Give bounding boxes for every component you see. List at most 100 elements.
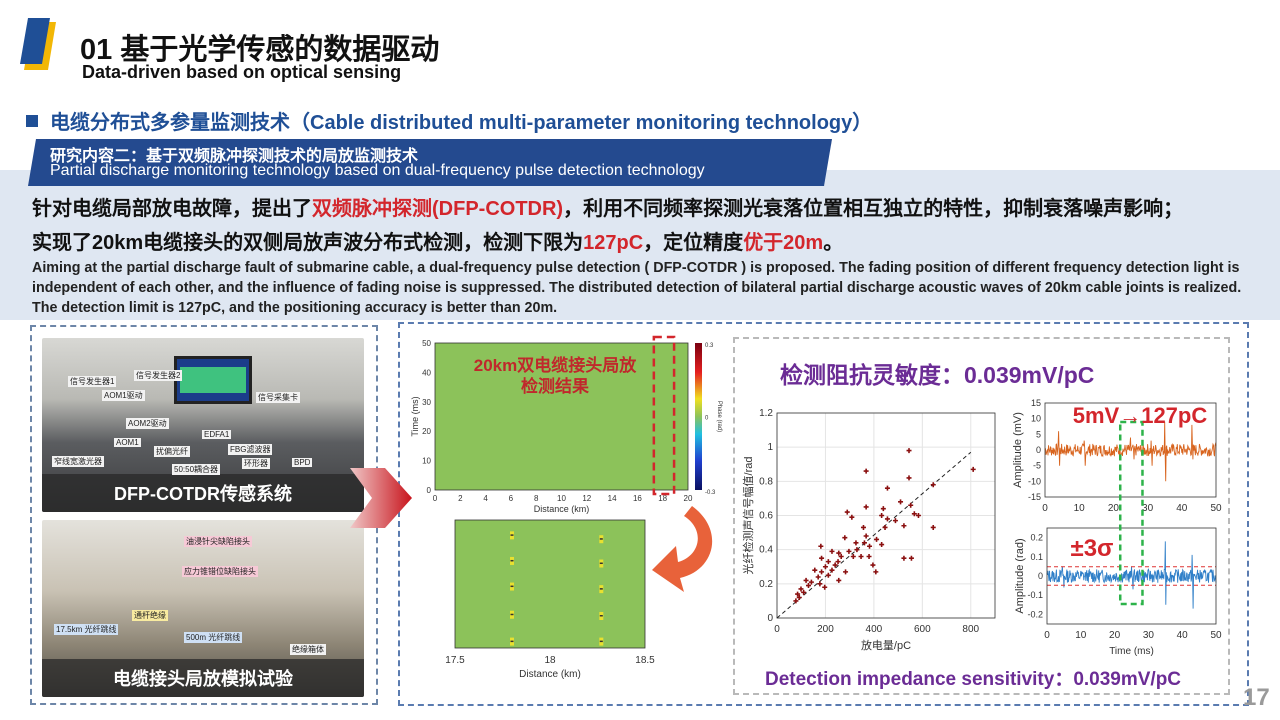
plot-frame bbox=[454, 519, 646, 649]
y-axis-label: Time (ms) bbox=[410, 396, 420, 436]
photo-sensing-system: 信号发生器1 信号发生器2 AOM1驱动 AOM2驱动 EDFA1 AOM1 F… bbox=[42, 338, 364, 512]
scatter-point bbox=[870, 562, 876, 568]
x-tick-label: 20 bbox=[1109, 630, 1121, 641]
scatter-point bbox=[866, 554, 872, 559]
y-axis-label: Amplitude (rad) bbox=[1014, 538, 1026, 613]
x-axis-label: Distance (km) bbox=[534, 504, 590, 514]
x-tick-label: 0 bbox=[774, 624, 780, 635]
sensitivity-footer: Detection impedance sensitivity：0.039mV/… bbox=[765, 669, 1182, 690]
sensitivity-title: 检测阻抗灵敏度：0.039mV/pC bbox=[780, 362, 1095, 388]
y-tick-label: 0 bbox=[1036, 445, 1041, 455]
scatter-point bbox=[908, 502, 914, 508]
y-tick-label: 50 bbox=[422, 339, 431, 348]
y-tick-label: -10 bbox=[1028, 476, 1041, 486]
pd-event-core bbox=[510, 640, 514, 643]
scatter-point bbox=[853, 540, 859, 546]
scatter-point bbox=[838, 554, 844, 559]
y-tick-label: 10 bbox=[1031, 414, 1041, 424]
x-tick-label: 18.5 bbox=[635, 655, 655, 666]
x-tick-label: 2 bbox=[458, 494, 463, 503]
y-tick-label: 15 bbox=[1031, 398, 1041, 408]
x-tick-label: 17.5 bbox=[445, 655, 465, 666]
photo-label: 500m 光纤跳线 bbox=[184, 632, 243, 643]
x-tick-label: 10 bbox=[1074, 503, 1086, 514]
y-tick-label: 20 bbox=[422, 427, 431, 436]
plot-frame bbox=[776, 412, 996, 619]
scatter-point bbox=[793, 598, 799, 604]
x-axis-label: Distance (km) bbox=[519, 669, 581, 680]
scatter-point bbox=[796, 595, 802, 600]
y-tick-label: 0 bbox=[427, 486, 432, 495]
photo-label: 窄线宽激光器 bbox=[52, 456, 104, 467]
scatter-point bbox=[867, 543, 873, 549]
scatter-point bbox=[906, 475, 912, 481]
y-tick-label: 0.8 bbox=[759, 476, 773, 487]
scatter-point bbox=[901, 523, 907, 529]
scatter-point bbox=[879, 513, 885, 518]
x-tick-label: 600 bbox=[914, 624, 931, 635]
summary-line-2: 实现了20km电缆接头的双侧局放声波分布式检测，检测下限为127pC，定位精度优… bbox=[32, 226, 843, 255]
x-tick-label: 20 bbox=[1108, 503, 1120, 514]
colorbar bbox=[695, 343, 702, 490]
scatter-point bbox=[795, 591, 801, 597]
results-panel bbox=[398, 322, 1249, 706]
scatter-point bbox=[863, 468, 869, 474]
section-title: 电缆分布式多参量监测技术（Cable distributed multi-par… bbox=[50, 112, 873, 134]
scatter-point bbox=[835, 559, 841, 565]
summary-text: ，定位精度 bbox=[643, 232, 744, 254]
page-number: 17 bbox=[1243, 684, 1270, 711]
y-tick-label: 0.6 bbox=[759, 511, 773, 522]
heatmap-annotation-line2: 检测结果 bbox=[521, 376, 589, 396]
photo-caption: 电缆接头局放模拟试验 bbox=[42, 659, 364, 697]
y-tick-label: 5 bbox=[1036, 429, 1041, 439]
scatter-point bbox=[844, 509, 850, 515]
scatter-point bbox=[808, 579, 814, 585]
x-tick-label: 10 bbox=[557, 494, 566, 503]
scatter-point bbox=[915, 513, 921, 518]
x-tick-label: 18 bbox=[544, 655, 556, 666]
pd-event-core bbox=[599, 588, 603, 590]
scatter-point bbox=[798, 586, 804, 592]
plot-frame bbox=[434, 342, 689, 491]
x-tick-label: 12 bbox=[582, 494, 591, 503]
photo-label: 50:50耦合器 bbox=[172, 464, 221, 475]
page-subtitle: Data-driven based on optical sensing bbox=[82, 62, 402, 82]
page-title: 01 基于光学传感的数据驱动 bbox=[80, 34, 440, 66]
summary-text: 。 bbox=[823, 232, 844, 254]
heatmap-area bbox=[435, 343, 688, 490]
section-heading: 电缆分布式多参量监测技术（Cable distributed multi-par… bbox=[26, 106, 872, 135]
x-tick-label: 20 bbox=[684, 494, 693, 503]
x-tick-label: 18 bbox=[658, 494, 667, 503]
photo-label: 应力锥错位缺陷接头 bbox=[182, 566, 258, 577]
curved-arrow-icon bbox=[652, 506, 713, 592]
scatter-point bbox=[819, 555, 825, 561]
highlight-box bbox=[652, 335, 676, 496]
scatter-point bbox=[884, 516, 890, 522]
y-tick-label: 0.1 bbox=[1030, 552, 1043, 562]
plot-frame bbox=[1046, 527, 1217, 625]
x-tick-label: 30 bbox=[1143, 630, 1155, 641]
highlight-text: 双频脉冲探测(DFP-COTDR) bbox=[312, 198, 564, 220]
y-tick-label: 30 bbox=[422, 398, 431, 407]
scatter-point bbox=[860, 524, 866, 530]
y-tick-label: -15 bbox=[1028, 492, 1041, 502]
scatter-point bbox=[930, 524, 936, 530]
photo-label: FBG滤波器 bbox=[228, 444, 273, 455]
scatter-point bbox=[832, 562, 838, 568]
highlight-box bbox=[1118, 420, 1144, 606]
pd-event-core bbox=[510, 585, 514, 588]
scatter-point bbox=[930, 482, 936, 488]
y-tick-label: -0.2 bbox=[1027, 609, 1043, 619]
x-axis-label: 放电量/pC bbox=[861, 638, 911, 652]
scatter-point bbox=[898, 499, 904, 505]
scatter-point bbox=[805, 583, 811, 589]
trend-line bbox=[776, 451, 972, 619]
scatter-point bbox=[836, 550, 842, 556]
x-tick-label: 40 bbox=[1177, 630, 1189, 641]
photo-label: 信号采集卡 bbox=[256, 392, 300, 403]
y-tick-label: 1.2 bbox=[759, 408, 773, 419]
x-tick-label: 0 bbox=[1044, 630, 1050, 641]
scatter-point bbox=[817, 581, 823, 587]
right-arrow-icon bbox=[350, 468, 412, 528]
photo-label: AOM1 bbox=[114, 438, 141, 447]
